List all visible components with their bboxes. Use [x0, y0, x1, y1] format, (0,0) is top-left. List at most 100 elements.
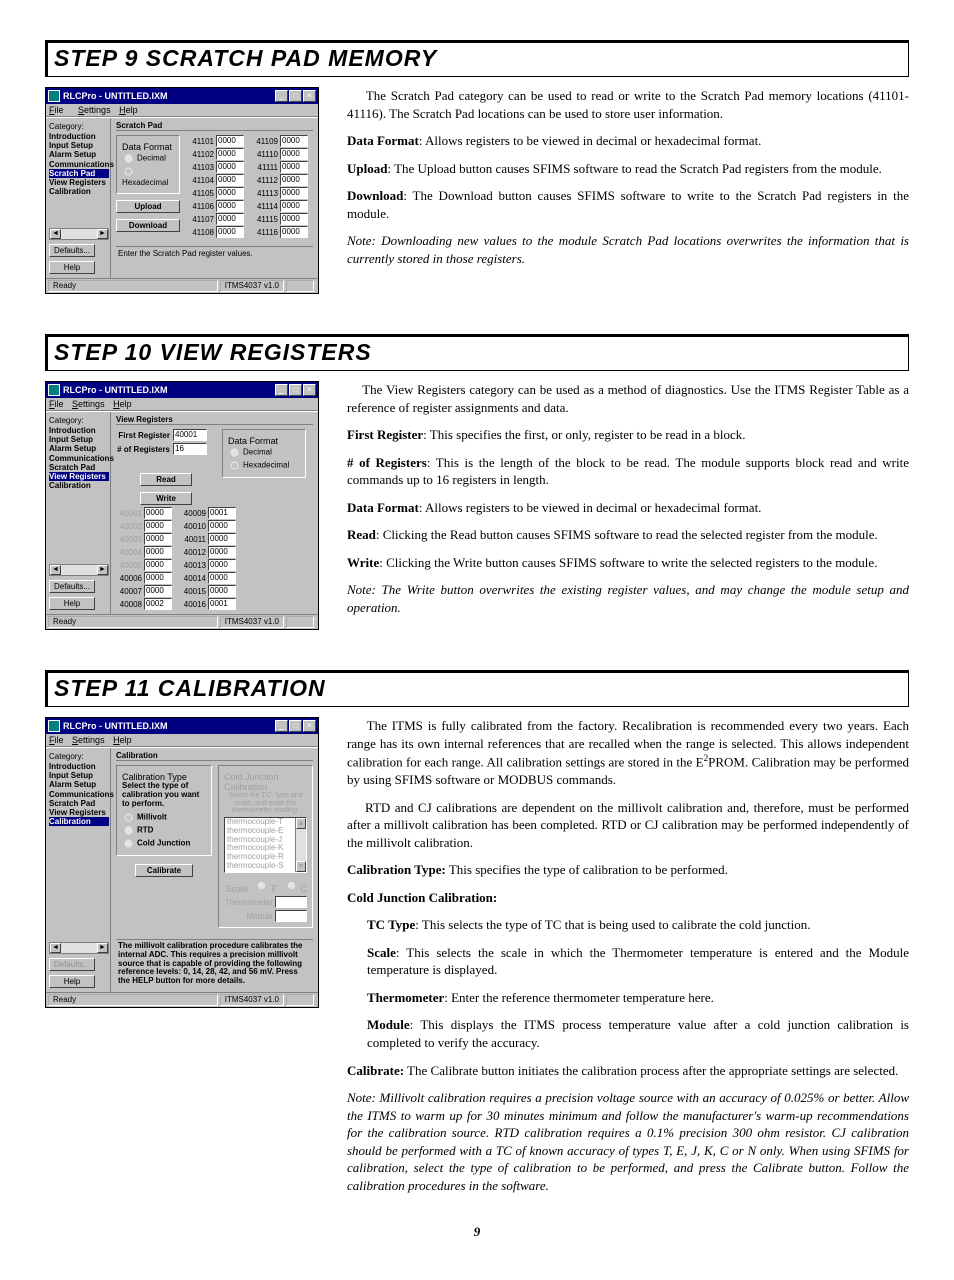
- sidebar-item[interactable]: Alarm Setup: [49, 780, 109, 789]
- close-icon[interactable]: ×: [303, 720, 316, 732]
- scroll-left-icon[interactable]: ◄: [50, 565, 61, 575]
- register-field[interactable]: 0000: [280, 135, 308, 147]
- sidebar-item[interactable]: View Registers: [49, 808, 109, 817]
- help-button[interactable]: Help: [49, 597, 95, 610]
- sidebar-item[interactable]: Alarm Setup: [49, 444, 109, 453]
- sidebar-item[interactable]: View Registers: [49, 472, 109, 481]
- minimize-icon[interactable]: _: [275, 720, 288, 732]
- register-field[interactable]: 0000: [216, 226, 244, 238]
- register-field[interactable]: 0000: [208, 546, 236, 558]
- radio-hex[interactable]: Hexadecimal: [228, 459, 300, 472]
- register-field[interactable]: 0000: [280, 213, 308, 225]
- scroll-track[interactable]: [61, 229, 97, 239]
- sidebar-item[interactable]: Communications: [49, 790, 109, 799]
- sidebar-item[interactable]: Calibration: [49, 481, 109, 490]
- close-icon[interactable]: ×: [303, 384, 316, 396]
- scrollbar[interactable]: ◄ ►: [49, 228, 109, 240]
- tc-listbox[interactable]: thermocouple-Tthermocouple-Ethermocouple…: [224, 817, 307, 873]
- read-button[interactable]: Read: [140, 473, 192, 486]
- register-field[interactable]: 0000: [216, 148, 244, 160]
- radio-cj[interactable]: Cold Junction: [122, 837, 206, 850]
- sidebar-item[interactable]: Introduction: [49, 762, 109, 771]
- register-field[interactable]: 0000: [280, 226, 308, 238]
- register-field[interactable]: 0001: [208, 507, 236, 519]
- register-field[interactable]: 0000: [144, 520, 172, 532]
- sidebar-item[interactable]: Scratch Pad: [49, 799, 109, 808]
- maximize-icon[interactable]: □: [289, 720, 302, 732]
- menu-settings[interactable]: Settings: [72, 735, 105, 745]
- sidebar-item[interactable]: Input Setup: [49, 771, 109, 780]
- scale-f[interactable]: F: [271, 884, 277, 894]
- scroll-right-icon[interactable]: ►: [97, 943, 108, 953]
- radio-decimal[interactable]: Decimal: [228, 446, 300, 459]
- register-field[interactable]: 0000: [280, 148, 308, 160]
- scroll-left-icon[interactable]: ◄: [50, 943, 61, 953]
- scroll-track[interactable]: [61, 565, 97, 575]
- register-field[interactable]: 0000: [144, 546, 172, 558]
- maximize-icon[interactable]: □: [289, 90, 302, 102]
- num-reg-input[interactable]: 16: [173, 443, 207, 455]
- register-field[interactable]: 0000: [280, 200, 308, 212]
- radio-decimal[interactable]: Decimal: [122, 152, 174, 165]
- register-field[interactable]: 0000: [216, 187, 244, 199]
- write-button[interactable]: Write: [140, 492, 192, 505]
- menu-file[interactable]: File: [49, 399, 64, 409]
- register-field[interactable]: 0000: [144, 585, 172, 597]
- sidebar-item[interactable]: Calibration: [49, 187, 109, 196]
- scrollbar[interactable]: ◄ ►: [49, 942, 109, 954]
- register-field[interactable]: 0000: [208, 572, 236, 584]
- sidebar-item[interactable]: Scratch Pad: [49, 463, 109, 472]
- register-field[interactable]: 0000: [280, 161, 308, 173]
- register-field[interactable]: 0000: [216, 200, 244, 212]
- menu-help[interactable]: Help: [113, 399, 132, 409]
- sidebar-item[interactable]: Alarm Setup: [49, 150, 109, 159]
- radio-hex[interactable]: Hexadecimal: [122, 165, 174, 188]
- register-field[interactable]: 0000: [208, 559, 236, 571]
- scroll-right-icon[interactable]: ►: [97, 565, 108, 575]
- thermo-input[interactable]: [275, 896, 307, 908]
- menu-settings[interactable]: Settings: [78, 105, 111, 115]
- sidebar-item[interactable]: Communications: [49, 160, 109, 169]
- minimize-icon[interactable]: _: [275, 90, 288, 102]
- defaults-button[interactable]: Defaults...: [49, 244, 95, 257]
- radio-millivolt[interactable]: Millivolt: [122, 811, 206, 824]
- scale-c[interactable]: C: [301, 884, 308, 894]
- close-icon[interactable]: ×: [303, 90, 316, 102]
- menu-help[interactable]: Help: [113, 735, 132, 745]
- register-field[interactable]: 0000: [216, 135, 244, 147]
- minimize-icon[interactable]: _: [275, 384, 288, 396]
- scroll-track[interactable]: [296, 829, 306, 861]
- register-field[interactable]: 0000: [144, 507, 172, 519]
- help-button[interactable]: Help: [49, 975, 95, 988]
- sidebar-item[interactable]: Input Setup: [49, 435, 109, 444]
- register-field[interactable]: 0000: [216, 161, 244, 173]
- register-field[interactable]: 0000: [280, 174, 308, 186]
- scroll-down-icon[interactable]: ▼: [296, 861, 306, 872]
- register-field[interactable]: 0000: [208, 520, 236, 532]
- sidebar-item[interactable]: Scratch Pad: [49, 169, 109, 178]
- scrollbar[interactable]: ◄ ►: [49, 564, 109, 576]
- menu-settings[interactable]: Settings: [72, 399, 105, 409]
- register-field[interactable]: 0000: [216, 213, 244, 225]
- download-button[interactable]: Download: [116, 219, 180, 232]
- sidebar-item[interactable]: Calibration: [49, 817, 109, 826]
- scroll-up-icon[interactable]: ▲: [296, 818, 306, 829]
- scroll-left-icon[interactable]: ◄: [50, 229, 61, 239]
- register-field[interactable]: 0000: [144, 559, 172, 571]
- defaults-button[interactable]: Defaults...: [49, 580, 95, 593]
- radio-rtd[interactable]: RTD: [122, 824, 206, 837]
- maximize-icon[interactable]: □: [289, 384, 302, 396]
- scroll-track[interactable]: [61, 943, 97, 953]
- register-field[interactable]: 0000: [208, 585, 236, 597]
- menu-file[interactable]: File: [49, 735, 64, 745]
- calibrate-button[interactable]: Calibrate: [135, 864, 193, 877]
- sidebar-item[interactable]: View Registers: [49, 178, 109, 187]
- first-reg-input[interactable]: 40001: [173, 429, 207, 441]
- register-field[interactable]: 0000: [144, 533, 172, 545]
- sidebar-item[interactable]: Input Setup: [49, 141, 109, 150]
- menu-file[interactable]: File: [49, 105, 70, 115]
- register-field[interactable]: 0002: [144, 598, 172, 610]
- upload-button[interactable]: Upload: [116, 200, 180, 213]
- help-button[interactable]: Help: [49, 261, 95, 274]
- register-field[interactable]: 0000: [216, 174, 244, 186]
